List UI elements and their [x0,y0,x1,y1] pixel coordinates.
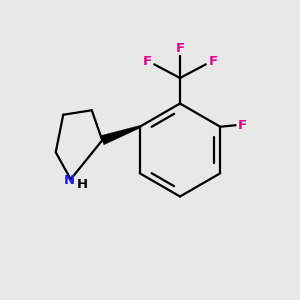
Polygon shape [100,126,140,145]
Text: F: F [176,41,184,55]
Text: N: N [64,174,75,187]
Text: H: H [77,178,88,191]
Text: F: F [142,55,152,68]
Text: F: F [238,119,247,132]
Text: F: F [208,55,217,68]
